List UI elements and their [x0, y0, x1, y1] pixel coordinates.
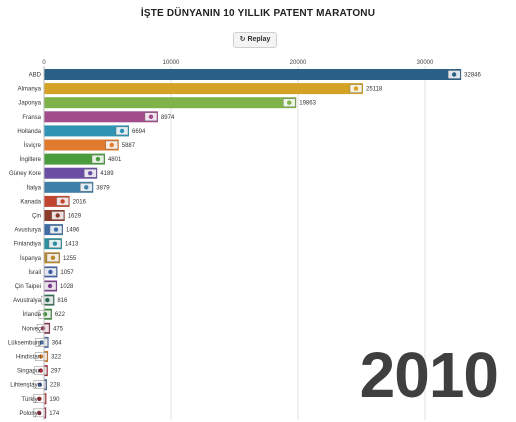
- bar: [44, 167, 98, 179]
- category-label: Fransa: [22, 115, 41, 121]
- value-label: 4801: [108, 157, 122, 163]
- value-label: 322: [51, 355, 62, 361]
- category-label: İsrail: [28, 269, 41, 276]
- value-label: 8974: [161, 115, 175, 121]
- value-label: 1028: [60, 284, 74, 290]
- x-tick-label: 0: [42, 60, 46, 66]
- bar: [44, 111, 158, 123]
- category-label: Lüksemburg: [8, 340, 41, 346]
- value-label: 1496: [66, 228, 80, 234]
- category-label: Çin Taipei: [15, 284, 41, 290]
- value-label: 622: [55, 312, 66, 318]
- category-label: İsviçre: [24, 142, 42, 149]
- flag-emblem: [84, 185, 89, 190]
- value-label: 816: [57, 298, 68, 304]
- bar: [44, 153, 105, 165]
- flag-emblem: [47, 283, 53, 289]
- flag-emblem: [37, 396, 42, 401]
- value-label: 2016: [73, 199, 87, 205]
- flag-emblem: [109, 142, 114, 148]
- category-label: Almanya: [18, 87, 42, 93]
- value-label: 4189: [100, 171, 114, 177]
- value-label: 1057: [60, 270, 74, 276]
- bar: [44, 83, 363, 95]
- chart-title: İŞTE DÜNYANIN 10 YILLIK PATENT MARATONU: [140, 8, 376, 19]
- category-label: Türkiye: [21, 397, 41, 403]
- flag-emblem: [42, 312, 48, 317]
- flag-emblem: [37, 410, 42, 416]
- category-label: Çin: [32, 214, 41, 220]
- bar: [44, 125, 130, 137]
- category-label: Lihtenştayn: [10, 383, 41, 389]
- x-tick-label: 10000: [163, 60, 180, 66]
- flag-emblem: [119, 128, 125, 134]
- value-label: 364: [52, 340, 63, 346]
- value-label: 32846: [464, 73, 481, 79]
- category-label: Japonya: [18, 101, 41, 107]
- value-label: 19863: [299, 101, 316, 107]
- replay-label: Replay: [247, 36, 271, 43]
- category-label: İngiltere: [20, 156, 42, 163]
- replay-button[interactable]: ↻ Replay: [233, 32, 277, 48]
- value-label: 297: [51, 369, 62, 375]
- category-label: Polonya: [19, 411, 41, 417]
- bar: [44, 97, 297, 109]
- category-label: Hindistan: [16, 355, 41, 361]
- flag-emblem: [353, 86, 359, 91]
- x-tick-label: 20000: [290, 60, 307, 66]
- value-label: 1413: [65, 242, 79, 248]
- category-label: İrlanda: [23, 311, 42, 318]
- flag-emblem: [53, 227, 59, 232]
- value-label: 475: [53, 326, 64, 332]
- value-label: 228: [50, 383, 61, 389]
- flag-emblem: [95, 156, 101, 162]
- year-label: 2010: [359, 339, 499, 411]
- category-label: İtalya: [27, 184, 42, 191]
- flag-emblem: [38, 368, 43, 373]
- category-label: Güney Kore: [9, 171, 42, 177]
- bar: [44, 181, 94, 193]
- value-label: 5887: [122, 143, 136, 149]
- flag-emblem: [148, 114, 154, 120]
- flag-emblem: [50, 255, 56, 260]
- category-label: ABD: [29, 73, 42, 79]
- flag-emblem: [88, 171, 93, 176]
- flag-emblem: [39, 340, 44, 345]
- category-label: Kanada: [20, 199, 41, 205]
- value-label: 1629: [68, 214, 82, 220]
- x-tick-label: 30000: [417, 60, 434, 66]
- flag-emblem: [55, 213, 60, 218]
- category-label: Norveç: [22, 326, 41, 332]
- category-label: İspanya: [20, 255, 42, 262]
- flag-emblem: [451, 72, 457, 77]
- category-label: Hollanda: [17, 129, 41, 135]
- flag-emblem: [37, 382, 43, 387]
- bar: [44, 139, 119, 151]
- value-label: 25118: [366, 87, 383, 93]
- flag-emblem: [38, 354, 44, 359]
- flag-emblem: [60, 199, 65, 204]
- bar: [44, 69, 462, 80]
- category-label: Avusturya: [14, 228, 41, 234]
- flag-emblem: [40, 326, 46, 331]
- value-label: 3879: [96, 185, 110, 191]
- flag-emblem: [45, 297, 50, 303]
- replay-icon: ↻: [239, 36, 246, 43]
- value-label: 190: [49, 397, 60, 403]
- value-label: 174: [49, 411, 60, 417]
- flag-emblem: [52, 241, 58, 246]
- flag-emblem: [287, 100, 292, 105]
- category-label: Avustralya: [13, 298, 42, 304]
- category-label: Finlandiya: [14, 242, 42, 248]
- flag-emblem: [48, 269, 53, 275]
- category-label: Singapur: [17, 369, 41, 375]
- value-label: 1255: [63, 256, 77, 262]
- value-label: 6694: [132, 129, 146, 135]
